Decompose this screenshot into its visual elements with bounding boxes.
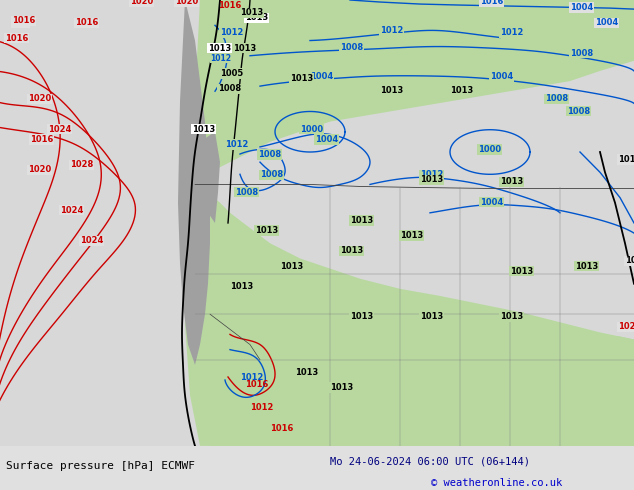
Polygon shape	[185, 182, 634, 446]
Text: 1008: 1008	[340, 43, 363, 51]
Text: 1013: 1013	[400, 231, 424, 240]
Text: 1013: 1013	[420, 175, 443, 184]
Text: 1008: 1008	[570, 49, 593, 58]
Text: 1013: 1013	[450, 86, 473, 95]
Text: 1000: 1000	[300, 125, 323, 134]
Text: Surface pressure [hPa] ECMWF: Surface pressure [hPa] ECMWF	[6, 461, 195, 471]
Text: 1013: 1013	[500, 177, 523, 186]
Text: 1005: 1005	[220, 69, 243, 78]
Text: 1013: 1013	[233, 44, 256, 52]
Text: 1016: 1016	[5, 33, 29, 43]
Text: 1012: 1012	[500, 28, 524, 37]
Text: 1013: 1013	[510, 267, 533, 275]
Text: 1008: 1008	[258, 150, 281, 159]
Text: 016: 016	[12, 18, 30, 27]
Text: 1013: 1013	[350, 216, 373, 225]
Text: 1013: 1013	[420, 312, 443, 321]
Text: 1013: 1013	[245, 13, 268, 22]
Text: 1013: 1013	[350, 312, 373, 321]
Text: 1024: 1024	[60, 206, 84, 215]
Text: 1016: 1016	[480, 0, 503, 6]
Text: 1013: 1013	[230, 282, 253, 291]
Text: 1012: 1012	[210, 54, 231, 63]
Text: 1012: 1012	[380, 26, 403, 35]
Text: 1008: 1008	[545, 95, 568, 103]
Text: 1013: 1013	[340, 246, 363, 255]
Text: 1016: 1016	[625, 256, 634, 266]
Text: 1004: 1004	[570, 3, 593, 12]
Text: 1016: 1016	[218, 1, 242, 10]
Polygon shape	[190, 0, 634, 193]
Text: 1012: 1012	[225, 140, 249, 149]
Text: 1013: 1013	[290, 74, 313, 83]
Text: 1020: 1020	[130, 0, 153, 6]
Text: 1004: 1004	[310, 72, 333, 81]
Text: 1012: 1012	[420, 171, 443, 179]
Text: 1016: 1016	[12, 16, 36, 25]
Text: 1016: 1016	[75, 18, 98, 27]
Text: 1024: 1024	[48, 125, 72, 134]
Text: © weatheronline.co.uk: © weatheronline.co.uk	[431, 478, 562, 489]
Text: 1004: 1004	[595, 18, 618, 27]
Text: 1016: 1016	[30, 135, 53, 144]
Text: 1012: 1012	[220, 28, 243, 37]
Text: 1004: 1004	[480, 197, 503, 207]
Text: 1013: 1013	[330, 383, 353, 392]
Text: 1004: 1004	[315, 135, 339, 144]
Text: 1004: 1004	[490, 72, 514, 81]
Text: 1008: 1008	[235, 188, 258, 196]
Polygon shape	[200, 132, 220, 223]
Text: 1020: 1020	[175, 0, 198, 6]
Text: 1024: 1024	[80, 236, 103, 245]
Text: 1008: 1008	[218, 84, 241, 93]
Text: 1013: 1013	[380, 86, 403, 95]
Text: 1013: 1013	[575, 262, 598, 270]
Text: 1013: 1013	[240, 8, 263, 17]
Text: 1013: 1013	[255, 226, 278, 235]
Text: 1016: 1016	[270, 424, 294, 433]
Text: 1013: 1013	[618, 155, 634, 164]
Text: 1013: 1013	[192, 125, 216, 134]
Text: 1008: 1008	[260, 171, 283, 179]
Polygon shape	[188, 182, 634, 446]
Text: 1016: 1016	[245, 380, 268, 389]
Text: 1020: 1020	[28, 95, 51, 103]
Polygon shape	[178, 0, 210, 365]
Text: 1020: 1020	[618, 322, 634, 331]
Text: 1013: 1013	[295, 368, 318, 377]
Text: 1028: 1028	[70, 160, 93, 169]
Text: 1000: 1000	[478, 145, 501, 154]
Text: Mo 24-06-2024 06:00 UTC (06+144): Mo 24-06-2024 06:00 UTC (06+144)	[330, 456, 529, 466]
Text: 1013: 1013	[208, 44, 231, 52]
Text: 1013: 1013	[280, 262, 303, 270]
Text: 1008: 1008	[567, 106, 590, 116]
Text: 1012: 1012	[240, 373, 263, 382]
Text: 1013: 1013	[500, 312, 523, 321]
Text: 1020: 1020	[28, 165, 51, 174]
Text: 1012: 1012	[250, 403, 273, 413]
